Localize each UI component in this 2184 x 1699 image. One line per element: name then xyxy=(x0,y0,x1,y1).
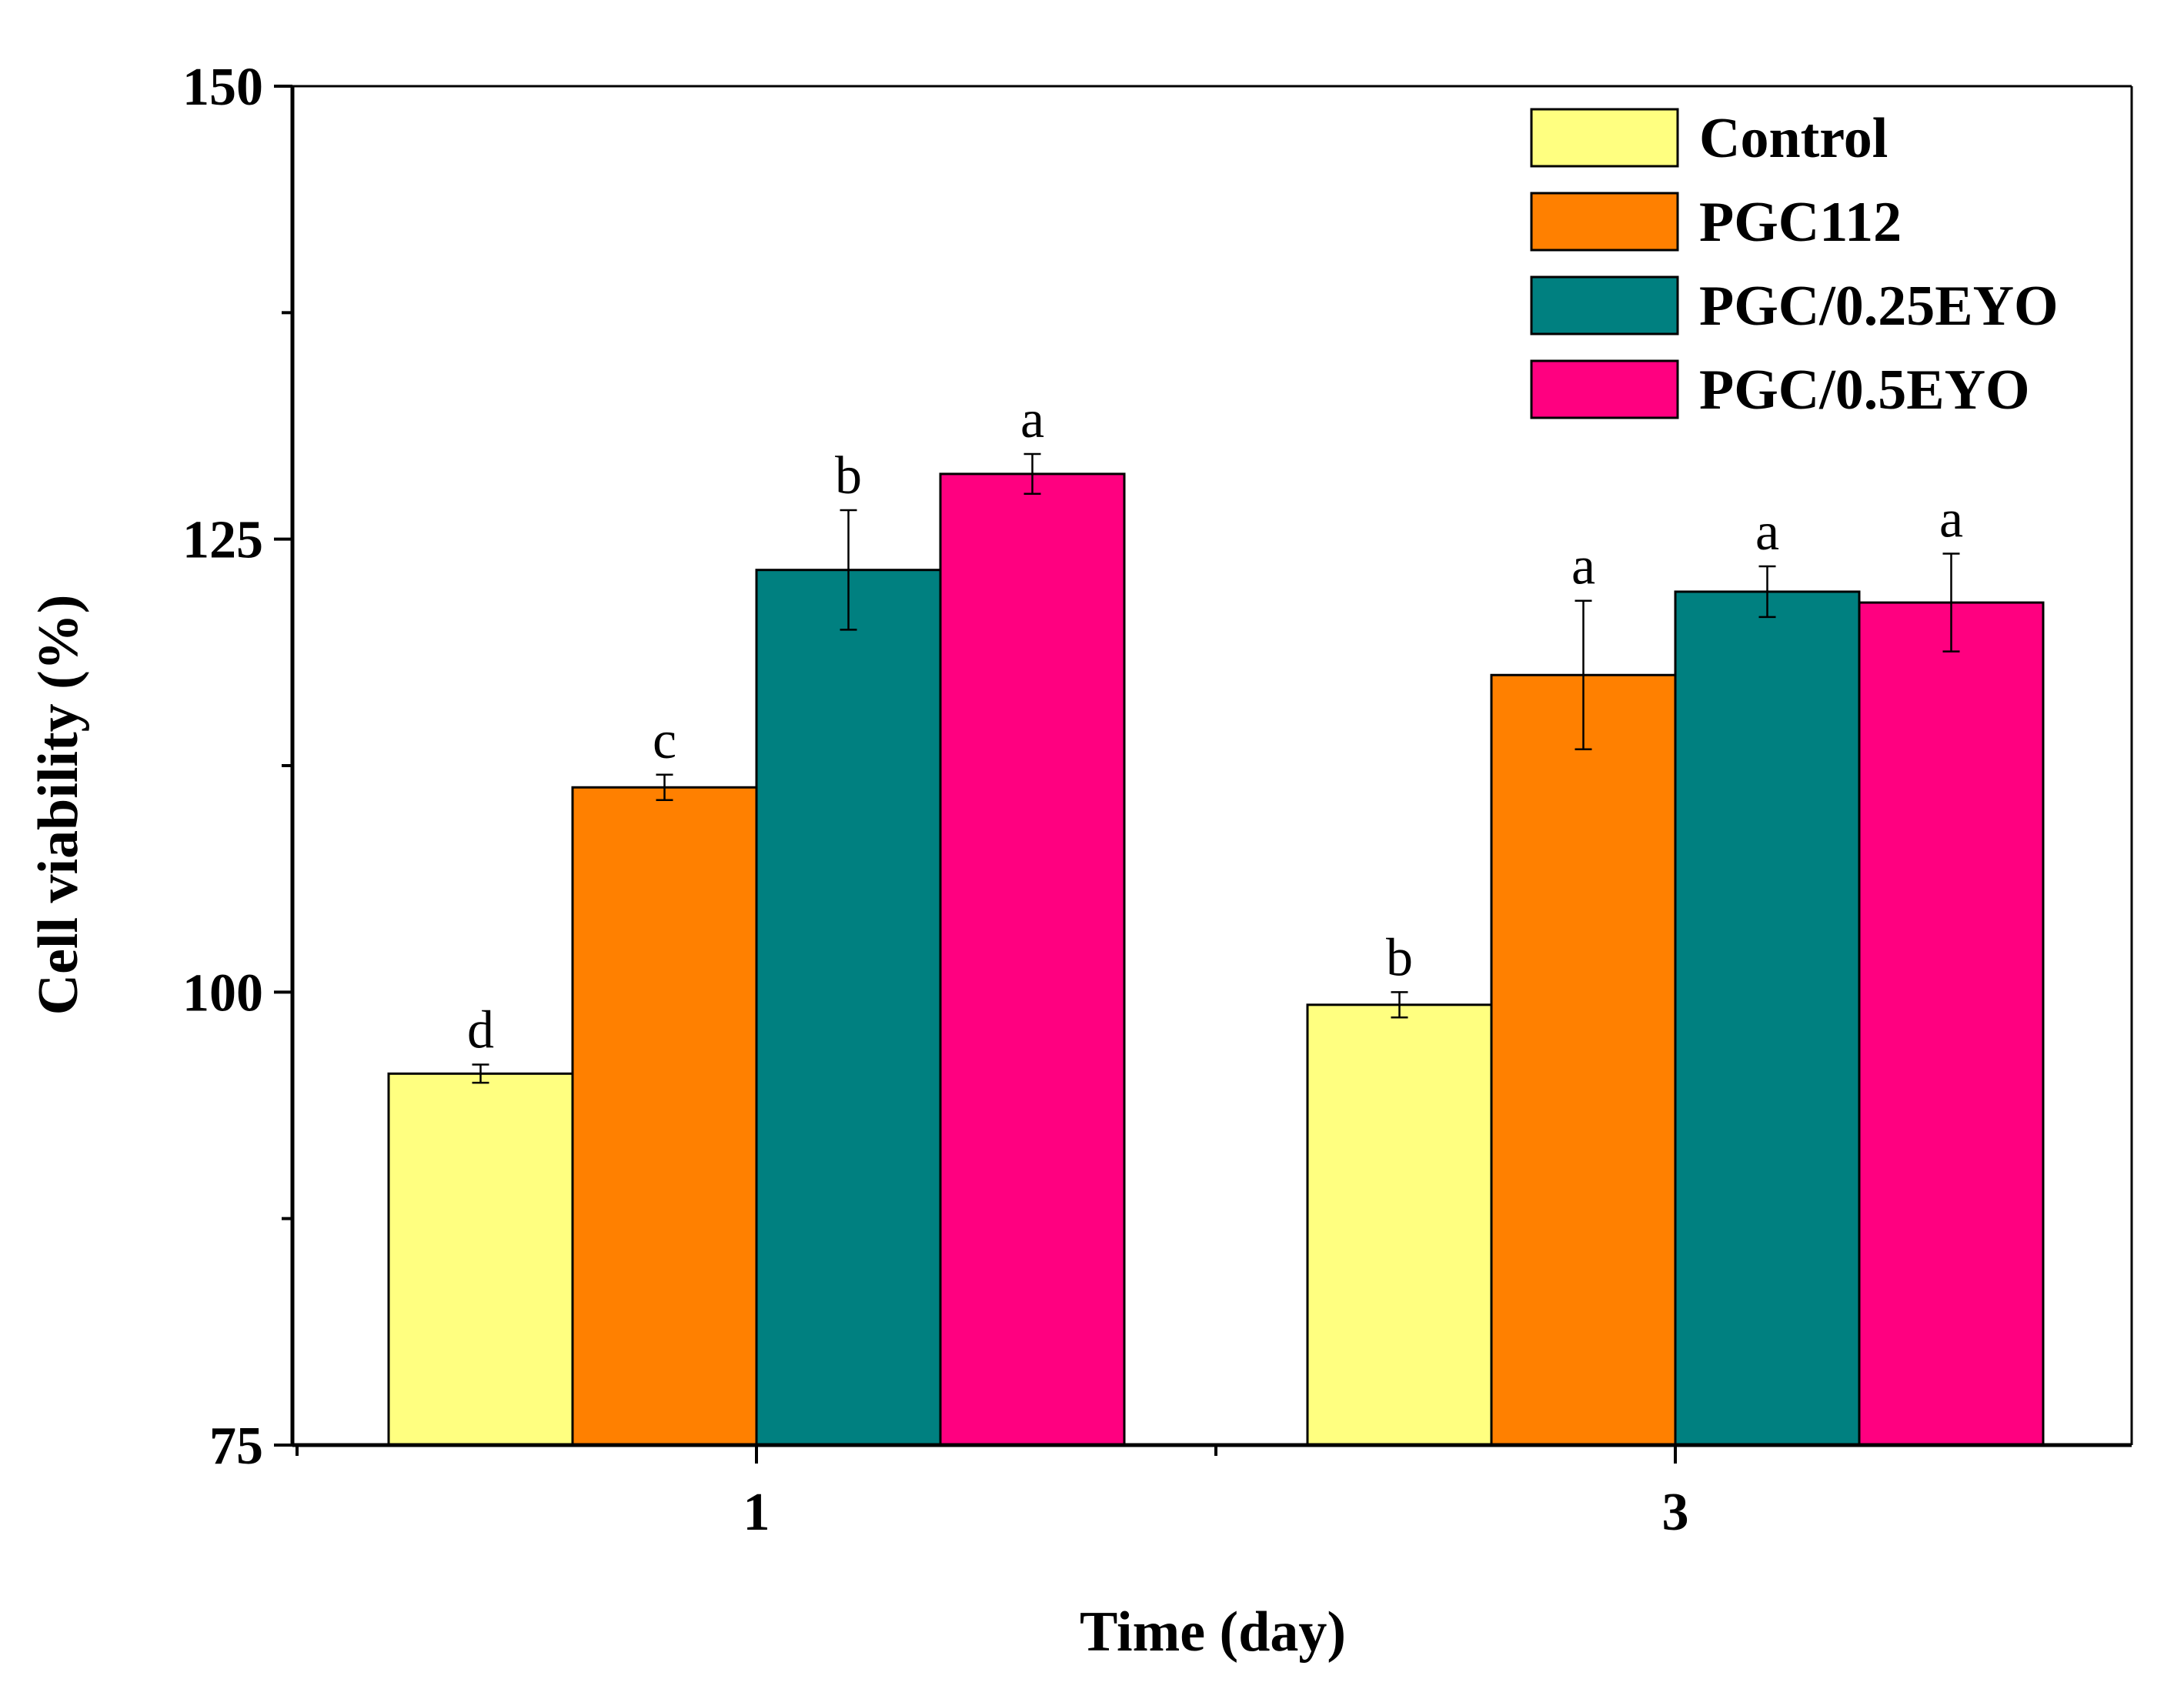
x-tick-label: 1 xyxy=(743,1483,770,1542)
significance-letters-layer: d c b a b a a a xyxy=(467,390,1963,1060)
y-tick-label: 150 xyxy=(182,58,263,117)
bar-pgc-0-5eyo-day-1 xyxy=(939,472,1126,1447)
legend-swatch xyxy=(1530,359,1679,419)
bar-pgc112-day-1 xyxy=(571,786,758,1447)
y-tick-label: 75 xyxy=(209,1417,263,1476)
significance-letter: d xyxy=(467,1001,494,1060)
significance-letter: a xyxy=(1020,390,1044,449)
bar-control-day-1 xyxy=(387,1072,574,1447)
bar-pgc112-day-3 xyxy=(1490,673,1677,1447)
significance-letter: c xyxy=(653,711,676,770)
x-tick-label: 3 xyxy=(1662,1483,1689,1542)
bars-layer xyxy=(387,472,2045,1447)
legend-item-control: Control xyxy=(1530,107,1888,170)
legend-label: PGC/0.5EYO xyxy=(1699,359,2030,422)
legend-label: PGC112 xyxy=(1699,191,1902,254)
legend-swatch xyxy=(1530,275,1679,335)
y-axis-title: Cell viability (%) xyxy=(27,595,90,1016)
legend-item-pgc112: PGC112 xyxy=(1530,191,1902,254)
y-tick-label: 125 xyxy=(182,511,263,570)
error-bar-pgc-0-5eyo-day-3 xyxy=(1942,552,1960,653)
significance-letter: b xyxy=(1386,928,1413,987)
bar-pgc-0-5eyo-day-3 xyxy=(1858,601,2045,1447)
legend-swatch xyxy=(1530,192,1679,252)
axes-layer: 75 100 125 150 1 3 xyxy=(182,58,2133,1542)
legend-item-pgc-0-25eyo: PGC/0.25EYO xyxy=(1530,275,2059,338)
error-bar-pgc112-day-1 xyxy=(656,773,673,801)
error-bar-pgc112-day-3 xyxy=(1575,599,1592,751)
y-tick-label: 100 xyxy=(182,963,263,1023)
significance-letter: a xyxy=(1939,490,1963,549)
bar-control-day-3 xyxy=(1306,1003,1493,1447)
error-bar-control-day-1 xyxy=(472,1063,489,1084)
legend-item-pgc-0-5eyo: PGC/0.5EYO xyxy=(1530,359,2030,422)
error-bar-pgc-0-25eyo-day-3 xyxy=(1758,565,1776,619)
error-bar-pgc-0-5eyo-day-1 xyxy=(1024,452,1041,496)
bar-pgc-0-25eyo-day-3 xyxy=(1674,590,1861,1447)
significance-letter: a xyxy=(1571,537,1595,596)
error-bar-pgc-0-25eyo-day-1 xyxy=(840,509,857,631)
error-bar-control-day-3 xyxy=(1391,991,1408,1019)
legend: Control PGC112 PGC/0.25EYO PGC/0.5EYO xyxy=(1530,107,2059,422)
bar-pgc-0-25eyo-day-1 xyxy=(755,569,942,1447)
significance-letter: b xyxy=(835,446,862,506)
legend-label: Control xyxy=(1699,107,1888,170)
legend-label: PGC/0.25EYO xyxy=(1699,275,2059,338)
significance-letter: a xyxy=(1755,502,1779,562)
x-axis-title: Time (day) xyxy=(1080,1601,1346,1664)
error-bars-layer xyxy=(472,452,1960,1084)
legend-swatch xyxy=(1530,108,1679,168)
